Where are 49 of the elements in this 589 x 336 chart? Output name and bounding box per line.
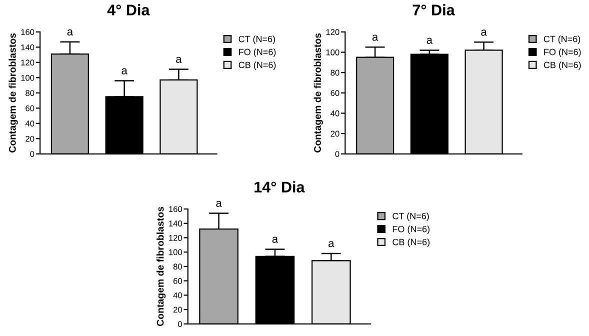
y-tick-label: 160 xyxy=(169,206,182,212)
data-label: a xyxy=(481,30,487,36)
y-tick-label: 60 xyxy=(330,90,340,96)
data-label: a xyxy=(372,34,378,41)
y-tick-label: 80 xyxy=(330,70,340,76)
y-axis-title: Contagem de fibroblastos xyxy=(156,206,166,326)
y-tick-label: 140 xyxy=(169,220,182,226)
y-tick-label: 60 xyxy=(26,105,34,112)
y-tick-label: 0 xyxy=(335,151,340,157)
chart-title: 14° Dia xyxy=(254,181,305,192)
data-label: a xyxy=(122,68,128,74)
legend-label: CT (N=6) xyxy=(392,212,429,222)
y-tick-label: 20 xyxy=(173,306,182,313)
legend-label: FO (N=6) xyxy=(392,226,430,234)
y-tick-label: 80 xyxy=(173,264,182,270)
legend-label: CB (N=6) xyxy=(392,238,430,248)
y-tick-label: 0 xyxy=(30,151,34,157)
y-tick-label: 100 xyxy=(169,249,182,256)
y-tick-label: 160 xyxy=(21,29,34,36)
y-axis-title: Contagem de fibroblastos xyxy=(8,33,18,152)
y-tick-label: 20 xyxy=(330,130,340,137)
y-tick-label: 40 xyxy=(330,110,340,116)
y-tick-label: 140 xyxy=(21,44,34,50)
data-label: a xyxy=(67,29,74,36)
data-label: a xyxy=(216,200,222,207)
y-tick-label: 40 xyxy=(173,292,182,298)
y-tick-label: 100 xyxy=(21,74,34,81)
y-tick-label: 20 xyxy=(26,136,34,142)
legend-label: FO (N=6) xyxy=(239,48,276,57)
y-tick-label: 40 xyxy=(25,120,34,126)
y-tick-label: 120 xyxy=(169,234,182,241)
y-axis-title: Contagem de fibroblastos xyxy=(314,33,323,152)
y-tick-label: 120 xyxy=(326,29,340,36)
legend-label: CT (N=6) xyxy=(544,36,580,44)
chart-title: 7° Dia xyxy=(412,4,455,16)
y-tick-label: 0 xyxy=(178,321,182,328)
y-tick-label: 80 xyxy=(26,90,34,96)
chart-title: 4° Dia xyxy=(107,4,150,16)
y-tick-label: 60 xyxy=(173,278,182,284)
data-label: a xyxy=(176,56,182,63)
legend-label: FO (N=6) xyxy=(544,48,581,57)
y-tick-label: 100 xyxy=(326,49,340,56)
legend-label: CT (N=6) xyxy=(238,36,275,44)
data-label: a xyxy=(328,241,334,248)
legend-label: CB (N=6) xyxy=(238,62,276,70)
legend-label: CB (N=6) xyxy=(544,62,581,70)
data-label: a xyxy=(426,38,433,44)
y-tick-label: 120 xyxy=(21,60,34,66)
data-label: a xyxy=(272,236,278,243)
